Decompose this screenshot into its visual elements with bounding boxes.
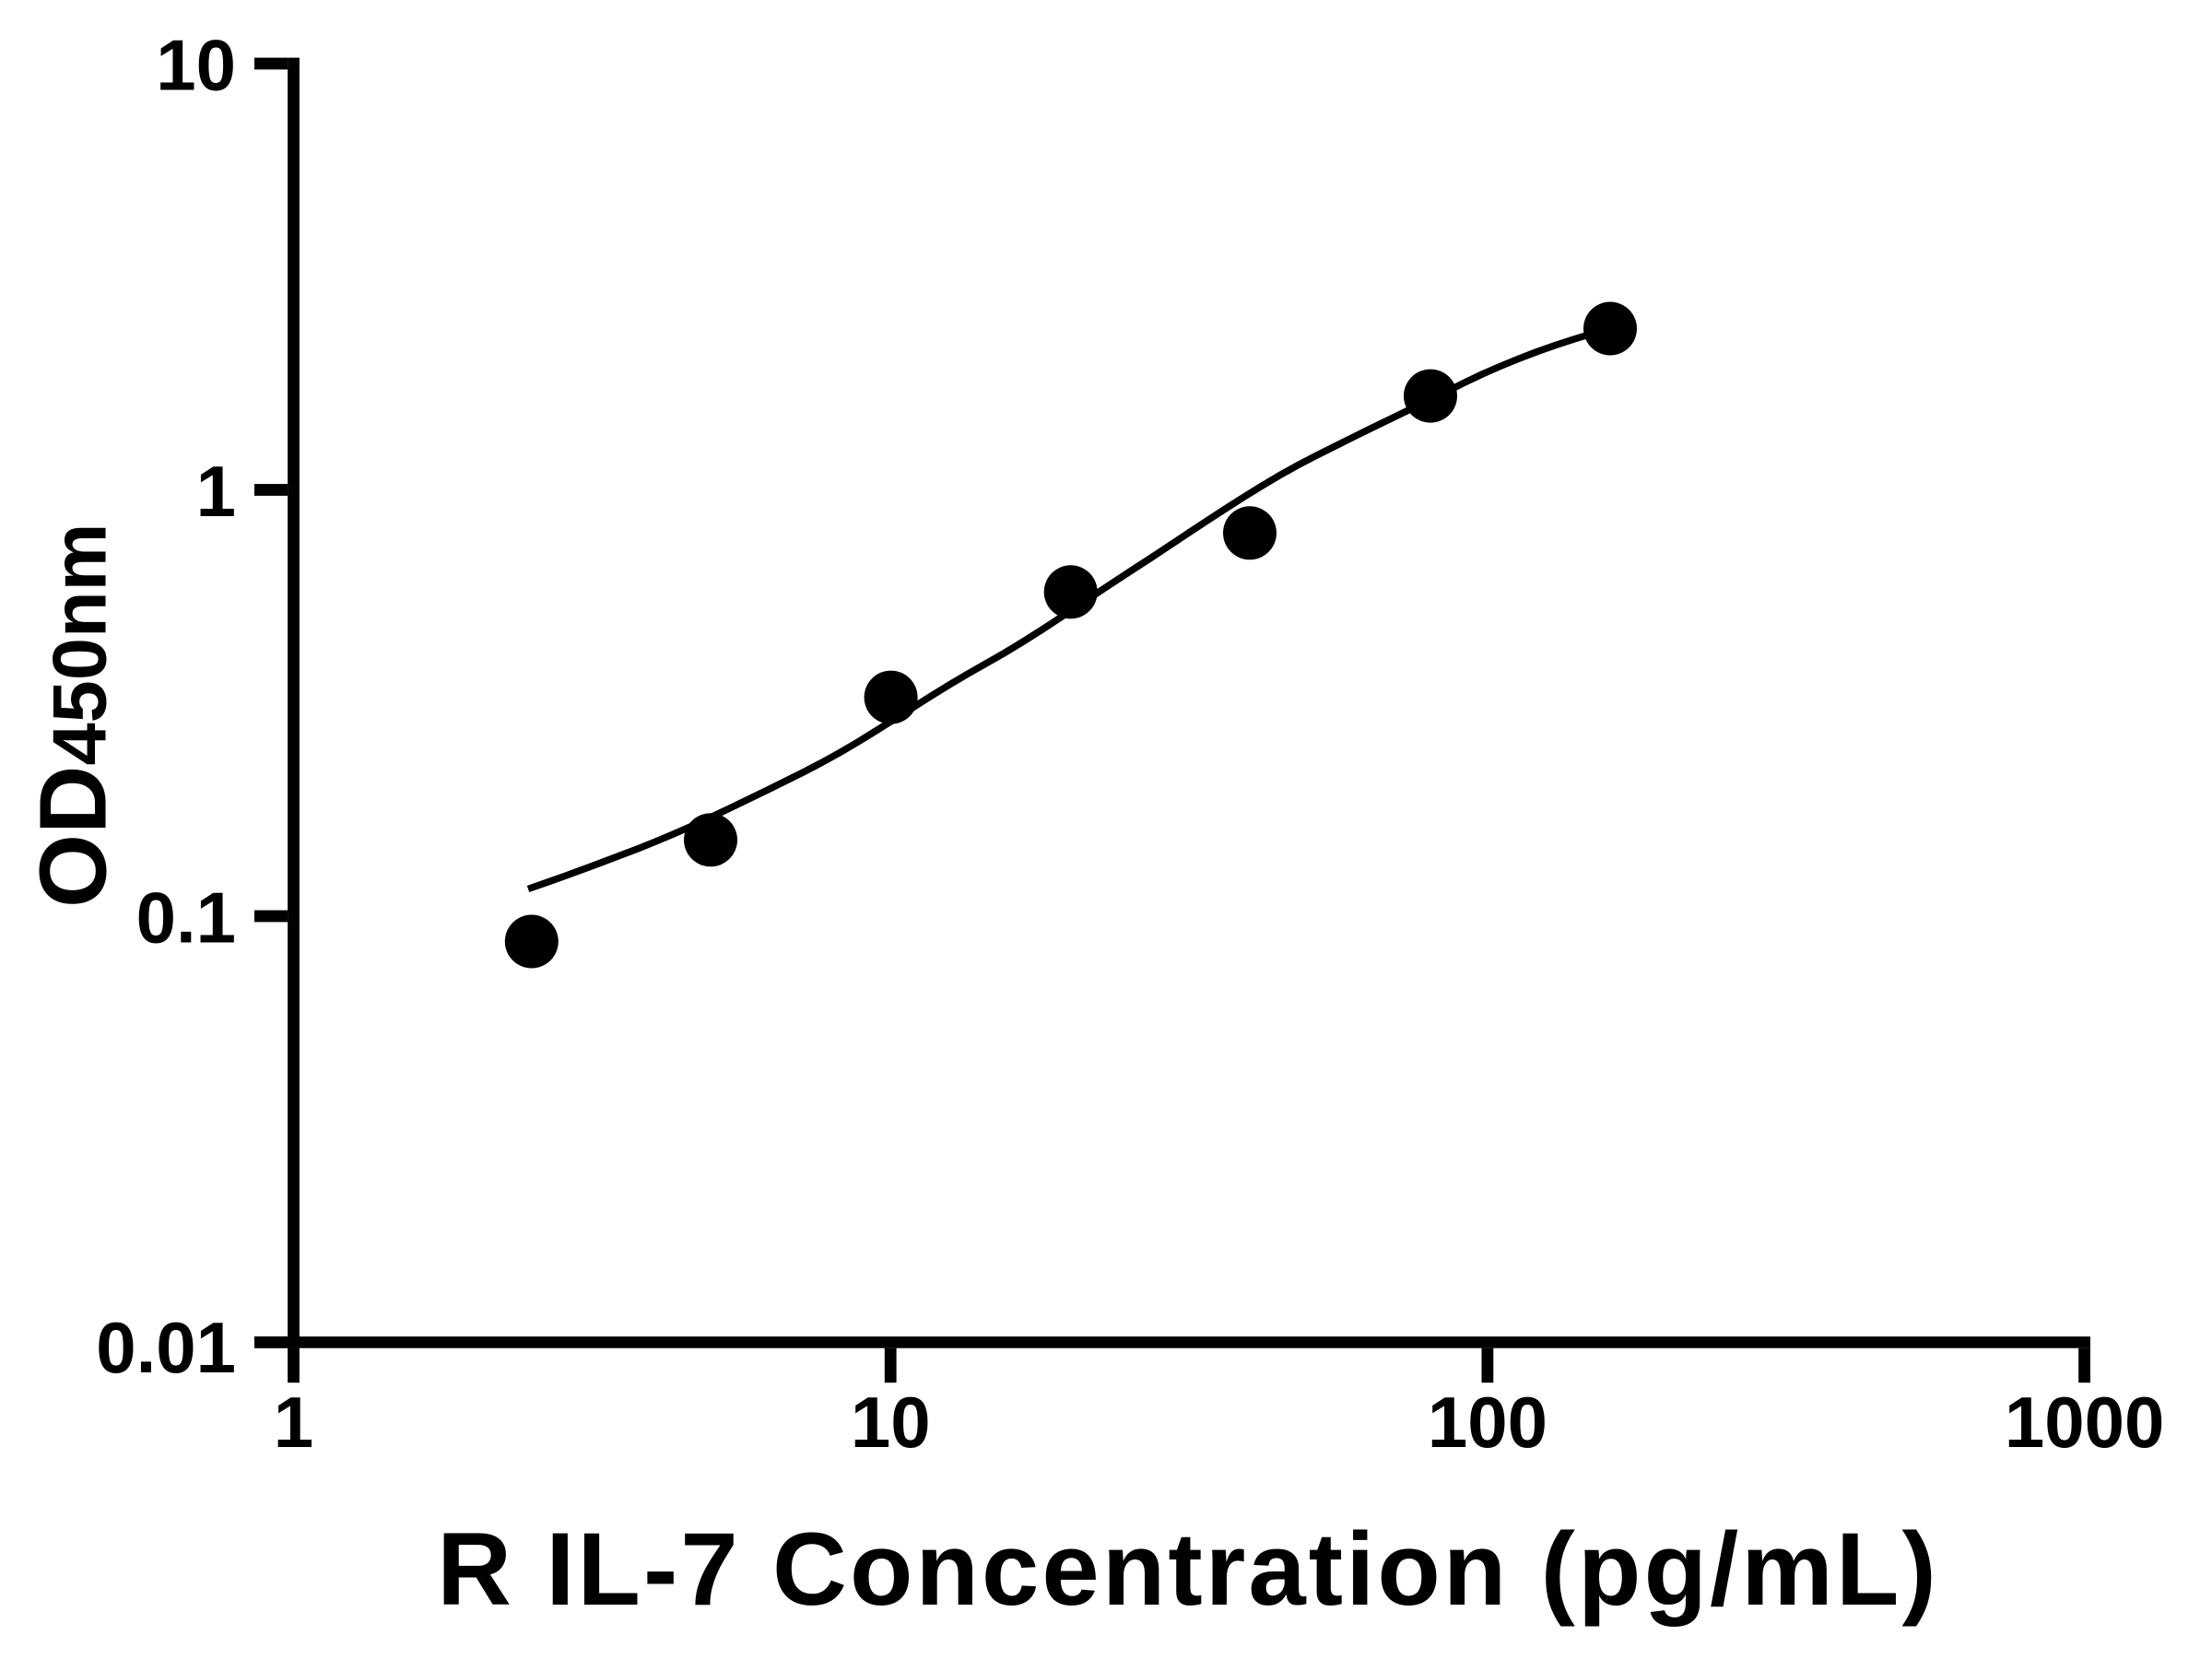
svg-text:10: 10 (156, 24, 236, 105)
svg-text:1: 1 (274, 1382, 313, 1463)
svg-text:1000: 1000 (2005, 1382, 2165, 1463)
svg-text:10: 10 (851, 1382, 931, 1463)
svg-text:0.01: 0.01 (96, 1307, 236, 1388)
svg-text:1: 1 (196, 451, 236, 532)
svg-text:0.1: 0.1 (136, 877, 236, 958)
svg-text:100: 100 (1428, 1382, 1547, 1463)
svg-text:OD450nm: OD450nm (19, 524, 125, 908)
svg-text:R IL-7 Concentration (pg/mL): R IL-7 Concentration (pg/mL) (437, 1512, 1939, 1627)
